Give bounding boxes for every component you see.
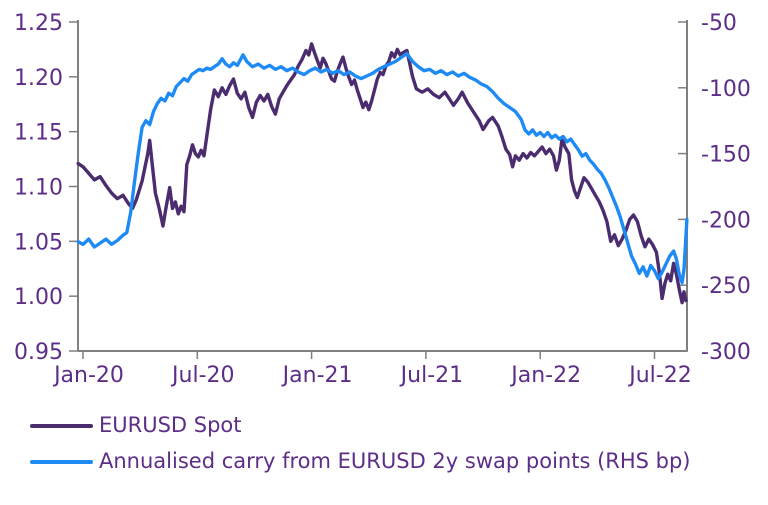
chart-canvas: 1.25 1.20 1.15 1.10 1.05 1.00 0.95 -50 -100 -150 -… bbox=[14, 11, 751, 388]
legend-line-swatch-carry bbox=[30, 459, 93, 464]
legend-item-eurusd-spot: EURUSD Spot bbox=[30, 411, 691, 440]
left-axis-tick-label: 1.20 bbox=[14, 66, 63, 91]
left-axis-tick-label: 0.95 bbox=[14, 340, 63, 365]
left-axis-tick-label: 1.05 bbox=[14, 230, 63, 255]
x-axis-tick-label: Jan-20 bbox=[52, 363, 124, 388]
left-axis-tick-label: 1.25 bbox=[14, 11, 63, 36]
left-axis-tick-label: 1.00 bbox=[14, 285, 63, 310]
left-axis-tick-label: 1.10 bbox=[14, 176, 63, 201]
right-axis-tick-label: -300 bbox=[701, 340, 751, 365]
annualised-carry-line bbox=[76, 51, 689, 285]
legend: EURUSD Spot Annualised carry from EURUSD… bbox=[30, 411, 691, 476]
x-axis-tick-label: Jul-20 bbox=[170, 363, 234, 388]
eurusd-spot-line bbox=[76, 42, 688, 305]
x-axis-tick-label: Jan-22 bbox=[509, 363, 581, 388]
legend-label-annualised-carry: Annualised carry from EURUSD 2y swap poi… bbox=[99, 449, 691, 473]
right-axis-tick-label: -100 bbox=[701, 77, 751, 102]
left-axis-tick-label: 1.15 bbox=[14, 121, 63, 146]
x-axis-tick-label: Jan-21 bbox=[281, 363, 353, 388]
right-axis-tick-label: -150 bbox=[701, 143, 751, 168]
right-axis-tick-label: -250 bbox=[701, 274, 751, 299]
legend-line-swatch-spot bbox=[30, 423, 93, 428]
x-axis-tick-label: Jul-22 bbox=[627, 363, 691, 388]
right-axis-tick-label: -200 bbox=[701, 208, 751, 233]
right-axis-tick-label: -50 bbox=[701, 11, 737, 36]
legend-label-eurusd-spot: EURUSD Spot bbox=[99, 413, 242, 437]
x-axis-tick-label: Jul-21 bbox=[399, 363, 463, 388]
legend-item-annualised-carry: Annualised carry from EURUSD 2y swap poi… bbox=[30, 447, 691, 476]
